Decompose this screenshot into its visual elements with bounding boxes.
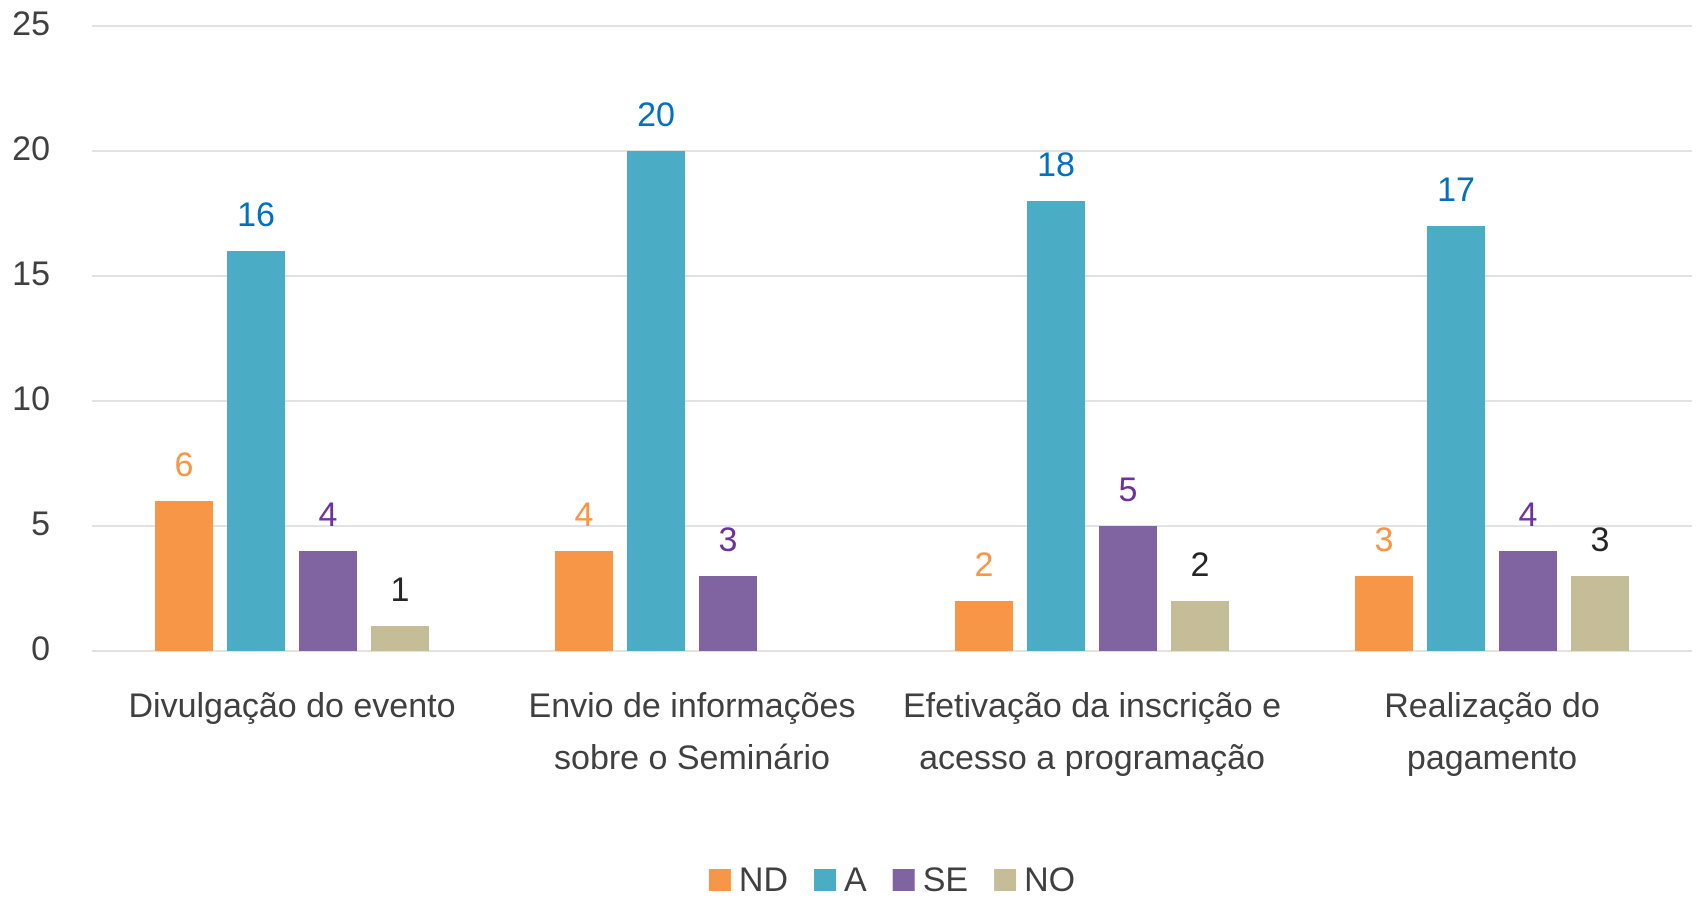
legend-label: A [844, 861, 867, 899]
data-label: 1 [391, 571, 410, 609]
data-label: 2 [1191, 546, 1210, 584]
data-label: 3 [719, 521, 738, 559]
bar [155, 501, 213, 651]
bar [1499, 551, 1557, 651]
data-label: 18 [1037, 146, 1075, 184]
legend-swatch [892, 869, 915, 891]
data-label: 4 [319, 496, 338, 534]
legend-swatch [814, 869, 837, 891]
x-tick-line: Realização do [1384, 687, 1599, 725]
y-tick-label: 25 [12, 5, 50, 43]
bar [1027, 201, 1085, 651]
data-label: 2 [975, 546, 994, 584]
data-label: 5 [1119, 471, 1138, 509]
x-tick-line: Envio de informações [529, 687, 856, 725]
y-tick-label: 20 [12, 130, 50, 168]
bar [1355, 576, 1413, 651]
x-tick-label: Realização do pagamento [1384, 687, 1599, 777]
y-tick-label: 10 [12, 380, 50, 418]
y-tick-label: 15 [12, 255, 50, 293]
legend-label: ND [739, 861, 788, 899]
y-tick-label: 5 [31, 505, 50, 543]
x-tick-label: Envio de informações sobre o Seminário [529, 687, 856, 777]
data-label: 4 [1519, 496, 1538, 534]
bar [555, 551, 613, 651]
y-tick-label: 0 [31, 630, 50, 668]
x-tick-line: Efetivação da inscrição e [903, 687, 1281, 725]
bar [1099, 526, 1157, 651]
data-label: 17 [1437, 171, 1475, 209]
legend-swatch [994, 869, 1017, 891]
bar [299, 551, 357, 651]
data-label: 16 [237, 196, 275, 234]
x-tick-line: pagamento [1407, 739, 1577, 777]
x-tick-label: Efetivação da inscrição e acesso a progra… [903, 687, 1281, 777]
x-tick-line: acesso a programação [919, 739, 1265, 777]
x-tick-line: sobre o Seminário [554, 739, 830, 777]
data-label: 4 [575, 496, 594, 534]
bar [627, 151, 685, 651]
data-label: 3 [1375, 521, 1394, 559]
legend: ND A SE NO [708, 861, 1075, 899]
data-label: 20 [637, 96, 675, 134]
bar [955, 601, 1013, 651]
x-tick-label: Divulgação do evento [128, 687, 455, 725]
bar [699, 576, 757, 651]
bar [1571, 576, 1629, 651]
bar [1171, 601, 1229, 651]
bar [371, 626, 429, 651]
bar [1427, 226, 1485, 651]
data-label: 3 [1591, 521, 1610, 559]
legend-label: SE [923, 861, 968, 899]
x-tick-line: Divulgação do evento [128, 687, 455, 725]
legend-swatch [708, 869, 731, 891]
legend-label: NO [1024, 861, 1075, 899]
bar [227, 251, 285, 651]
data-label: 6 [175, 446, 194, 484]
